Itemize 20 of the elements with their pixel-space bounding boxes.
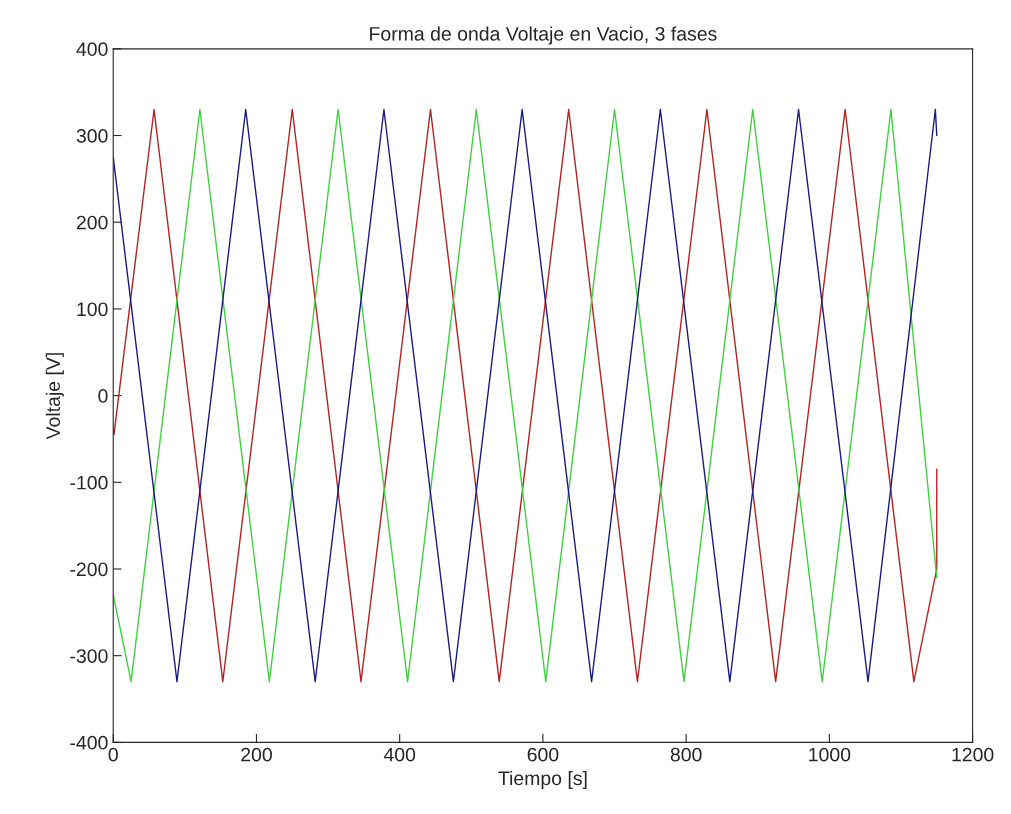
x-tick-label: 1200	[952, 747, 994, 762]
x-axis-title: Tiempo [s]	[498, 770, 587, 790]
y-tick-label: 100	[77, 302, 108, 317]
x-tick-label: 400	[383, 747, 416, 762]
x-tick-label: 800	[670, 747, 702, 762]
x-tick-label: 600	[527, 747, 559, 762]
x-tick-label: 1000	[809, 747, 851, 762]
y-tick-label: 200	[76, 215, 108, 230]
x-tick-label: 200	[241, 747, 272, 762]
y-tick-label: 0	[98, 389, 108, 403]
y-tick-label: -400	[70, 735, 108, 750]
line-series	[113, 108, 938, 683]
y-tick-label: -200	[70, 562, 108, 577]
y-tick-label: -300	[70, 649, 108, 663]
y-tick-label: 300	[76, 129, 108, 143]
chart-title: Forma de onda Voltaje en Vacio, 3 fases	[370, 26, 717, 45]
x-tick-label: 0	[108, 747, 118, 762]
y-axis-title: Voltaje [V]	[45, 353, 64, 440]
y-tick-label: -100	[70, 475, 108, 490]
y-tick-label: 400	[76, 42, 108, 57]
